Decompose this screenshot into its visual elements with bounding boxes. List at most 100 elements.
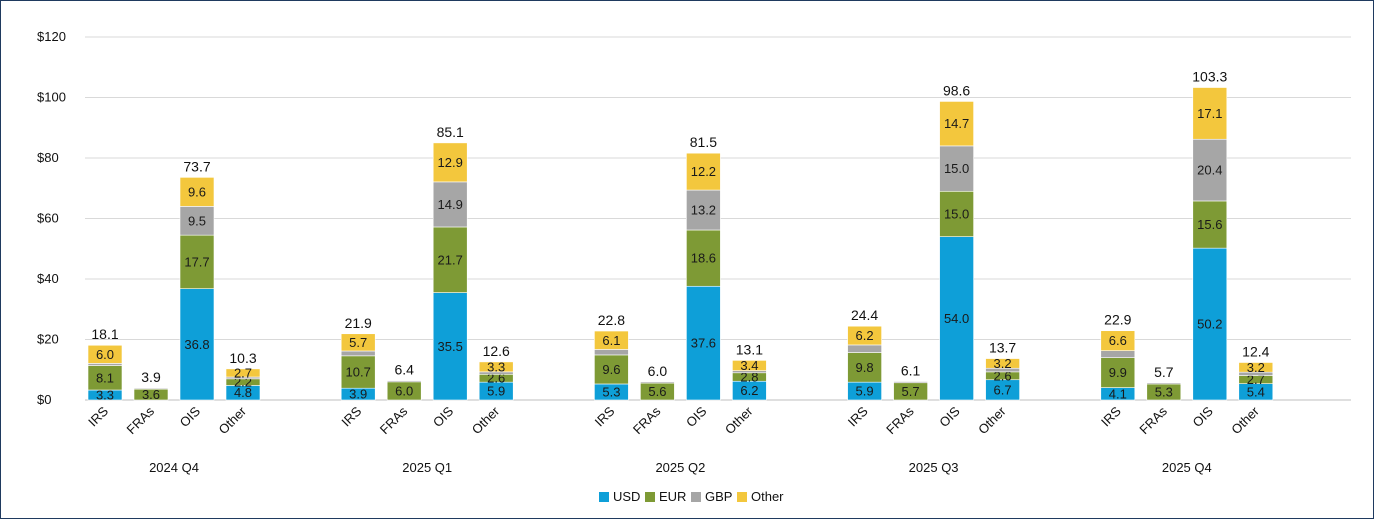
bar-segment-eur (594, 354, 629, 385)
segment-value-label: 3.3 (96, 388, 114, 403)
bar-segment-other (847, 325, 882, 346)
bar-total-label: 6.1 (901, 363, 921, 379)
y-tick-label: $120 (37, 29, 66, 44)
segment-value-label: 13.2 (691, 203, 716, 218)
bar-total-label: 13.7 (989, 340, 1016, 356)
segment-value-label: 5.3 (602, 384, 620, 399)
bar-total-label: 6.0 (648, 363, 668, 379)
x-tick-label: FRAs (883, 403, 917, 437)
bar-segment-gbp (340, 350, 376, 357)
bar-total-label: 13.1 (736, 341, 763, 357)
segment-value-label: 9.6 (602, 362, 620, 377)
segment-value-label: 2.7 (234, 365, 252, 380)
segment-value-label: 12.9 (438, 155, 463, 170)
segment-value-label: 15.0 (944, 206, 969, 221)
legend-label: USD (613, 489, 640, 504)
bar-segment-other (225, 368, 261, 378)
segment-value-label: 6.0 (395, 383, 413, 398)
bar-total-label: 5.7 (1154, 364, 1174, 380)
segment-value-label: 3.2 (1247, 360, 1265, 375)
bar-segment-eur (432, 226, 468, 293)
bar-segment-eur (939, 190, 974, 237)
segment-value-label: 5.9 (856, 384, 874, 399)
x-tick-label: Other (975, 403, 1009, 437)
segment-value-label: 15.6 (1197, 217, 1222, 232)
segment-value-label: 6.7 (994, 382, 1012, 397)
bar-segment-gbp (640, 381, 675, 384)
segment-value-label: 3.9 (349, 387, 367, 402)
segment-value-label: 37.6 (691, 336, 716, 351)
legend-label: GBP (705, 489, 732, 504)
bar-segment-gbp (87, 363, 123, 366)
group-labels: 2024 Q4 2025 Q1 2025 Q2 2025 Q3 2025 Q4 (149, 460, 1212, 475)
segment-value-label: 50.2 (1197, 317, 1222, 332)
segment-value-label: 17.7 (184, 254, 209, 269)
x-tick-label: FRAs (1136, 403, 1170, 437)
bar-segment-gbp (133, 387, 169, 390)
y-tick-label: $0 (37, 392, 51, 407)
bar-total-label: 24.4 (851, 307, 878, 323)
segment-value-label: 2.7 (1247, 372, 1265, 387)
segment-value-label: 9.8 (856, 360, 874, 375)
bar-segment-other (594, 330, 629, 350)
segment-value-label: 6.2 (856, 328, 874, 343)
bar-segment-other (179, 177, 215, 207)
bar-total-label: 3.9 (141, 369, 161, 385)
bar-total-label: 18.1 (91, 326, 118, 342)
segment-value-label: 17.1 (1197, 106, 1222, 121)
bar-segment-other (939, 101, 974, 147)
bar-segment-other (686, 152, 721, 191)
segment-value-label: 18.6 (691, 251, 716, 266)
bar-segment-usd (432, 292, 468, 401)
segment-value-label: 12.2 (691, 164, 716, 179)
segment-value-label: 3.2 (994, 356, 1012, 371)
bar-segment-gbp (847, 344, 882, 353)
bar-segment-gbp (386, 380, 422, 383)
bar-segment-other (1100, 330, 1136, 351)
bar-total-label: 22.9 (1104, 312, 1131, 328)
segment-value-label: 35.5 (438, 339, 463, 354)
segment-value-label: 54.0 (944, 311, 969, 326)
bar-segment-other (985, 358, 1020, 369)
segment-value-label: 2.8 (740, 370, 758, 385)
x-tick-label: IRS (845, 403, 871, 429)
x-tick-label: FRAs (377, 403, 411, 437)
y-tick-label: $20 (37, 332, 59, 347)
segment-value-label: 6.6 (1109, 333, 1127, 348)
bar-total-label: 103.3 (1192, 69, 1227, 85)
x-tick-label: OIS (683, 403, 710, 430)
y-tick-label: $40 (37, 271, 59, 286)
bar-segment-usd (686, 285, 721, 401)
group-label: 2025 Q1 (402, 460, 452, 475)
bar-segment-gbp (1146, 382, 1182, 385)
bar-segment-eur (686, 229, 721, 287)
bar-total-label: 12.4 (1242, 343, 1269, 359)
group-label: 2024 Q4 (149, 460, 199, 475)
segment-value-label: 5.6 (648, 384, 666, 399)
bar-segment-eur (179, 234, 215, 289)
bar-segment-gbp (893, 381, 928, 384)
x-tick-label: Other (216, 403, 250, 437)
segment-value-label: 9.6 (188, 184, 206, 199)
bar-total-label: 22.8 (598, 312, 625, 328)
segment-value-label: 6.2 (740, 383, 758, 398)
legend-swatch (691, 492, 701, 502)
x-tick-label: FRAs (630, 403, 664, 437)
segment-value-label: 14.9 (438, 197, 463, 212)
bar-segment-eur (87, 365, 123, 391)
x-tick-label: IRS (338, 403, 364, 429)
segment-value-label: 6.0 (96, 347, 114, 362)
segment-value-label: 3.4 (740, 358, 758, 373)
bar-segment-eur (340, 355, 376, 389)
x-tick-label: OIS (1189, 403, 1216, 430)
segment-value-label: 21.7 (438, 252, 463, 267)
bar-total-label: 73.7 (183, 158, 210, 174)
bar-total-label: 6.4 (394, 362, 414, 378)
segment-value-label: 3.3 (487, 359, 505, 374)
y-tick-label: $80 (37, 150, 59, 165)
segment-value-label: 5.9 (487, 384, 505, 399)
bar-total-label: 21.9 (345, 315, 372, 331)
legend-label: Other (751, 489, 784, 504)
